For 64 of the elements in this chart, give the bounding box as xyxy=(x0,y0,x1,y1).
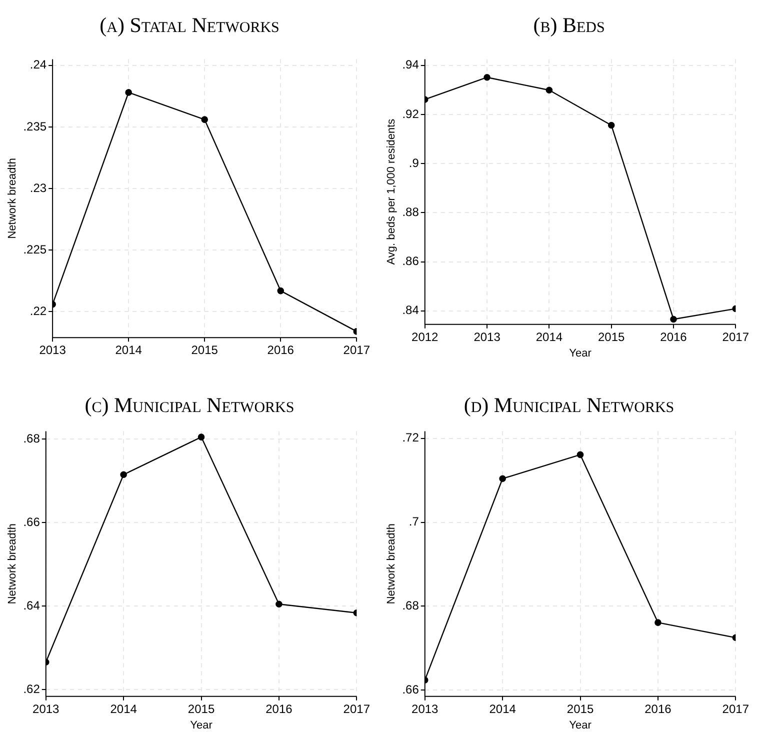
point xyxy=(276,600,282,608)
point xyxy=(608,122,615,129)
y-axis-title: Network breadth xyxy=(6,523,19,604)
point xyxy=(201,116,208,123)
point xyxy=(546,86,553,94)
y-tick-label: .72 xyxy=(402,430,420,445)
x-tick-label: 2017 xyxy=(343,343,370,358)
x-tick-label: 2016 xyxy=(266,702,293,716)
y-axis-title: Avg. beds per 1,000 residents xyxy=(386,118,398,265)
x-tick-label: 2017 xyxy=(722,702,750,716)
y-tick-label: .7 xyxy=(408,514,420,529)
x-tick-label: 2014 xyxy=(115,343,142,358)
x-tick-label: 2013 xyxy=(32,702,60,716)
point xyxy=(654,619,662,626)
x-tick-label: 2015 xyxy=(191,343,218,358)
y-tick-label: .84 xyxy=(402,303,420,318)
y-tick-label: .23 xyxy=(30,180,47,195)
x-tick-label: 2014 xyxy=(489,702,516,716)
x-tick-label: 2016 xyxy=(660,330,688,344)
x-tick-label: 2015 xyxy=(598,330,626,344)
x-tick-label: 2014 xyxy=(536,330,563,344)
x-tick-label: 2013 xyxy=(474,330,501,344)
x-tick-label: 2015 xyxy=(566,702,594,716)
y-tick-label: .66 xyxy=(23,514,40,529)
y-tick-label: .92 xyxy=(402,106,420,121)
y-tick-label: .94 xyxy=(402,58,420,72)
chart-title: (d) Municipal Networks xyxy=(462,392,676,419)
point xyxy=(120,471,127,478)
y-axis-title: Network breadth xyxy=(6,158,19,239)
point xyxy=(198,434,205,440)
point xyxy=(576,451,584,458)
x-axis-title: Year xyxy=(190,719,213,732)
y-tick-label: .62 xyxy=(23,682,40,696)
y-tick-label: .64 xyxy=(23,598,40,613)
y-tick-label: .68 xyxy=(23,431,40,446)
chart-title: (c) Municipal Networks xyxy=(84,392,296,419)
point xyxy=(670,316,677,323)
y-tick-label: .66 xyxy=(402,682,420,696)
y-axis-title: Network breadth xyxy=(386,523,398,604)
x-tick-label: 2012 xyxy=(412,330,439,344)
x-axis-title: Year xyxy=(569,347,592,360)
x-tick-label: 2017 xyxy=(722,330,750,344)
x-tick-label: 2013 xyxy=(412,702,439,716)
x-axis-title: Year xyxy=(569,719,592,732)
y-tick-label: .235 xyxy=(23,119,47,134)
y-tick-label: .86 xyxy=(402,254,420,268)
chart-title: (b) Beds xyxy=(532,12,606,39)
x-tick-label: 2013 xyxy=(39,343,66,358)
point xyxy=(499,475,506,482)
x-tick-label: 2016 xyxy=(267,343,294,358)
chart-title: (a) Statal Networks xyxy=(98,12,280,39)
x-tick-label: 2015 xyxy=(188,702,215,716)
y-tick-label: .225 xyxy=(23,242,47,256)
y-tick-label: .22 xyxy=(30,304,47,318)
x-tick-label: 2016 xyxy=(644,702,672,716)
y-tick-label: .68 xyxy=(402,598,420,612)
x-tick-label: 2017 xyxy=(343,702,370,716)
point xyxy=(484,74,490,81)
point xyxy=(277,287,284,294)
y-tick-label: .9 xyxy=(408,156,420,170)
y-tick-label: .88 xyxy=(402,204,420,219)
point xyxy=(125,89,132,96)
x-tick-label: 2014 xyxy=(110,702,138,716)
y-tick-label: .24 xyxy=(30,58,47,72)
